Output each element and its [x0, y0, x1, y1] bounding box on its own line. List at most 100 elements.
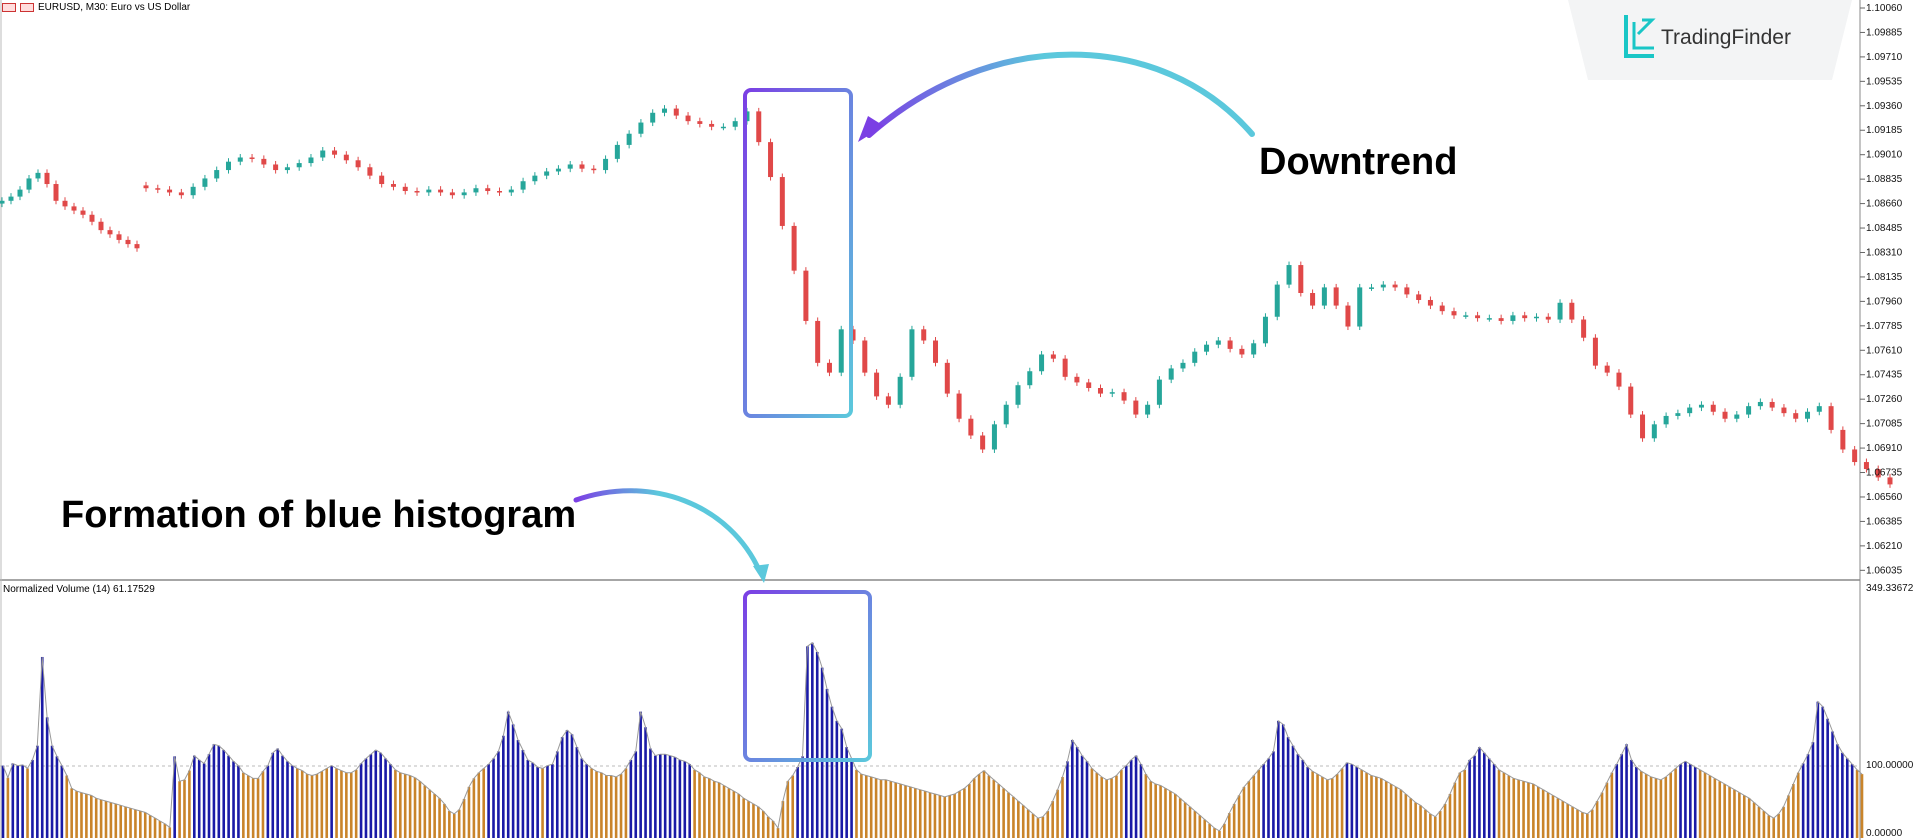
- volume-bar: [963, 788, 966, 838]
- volume-bar: [477, 772, 481, 838]
- candle: [532, 172, 538, 185]
- volume-bar: [359, 763, 363, 838]
- volume-bar: [1419, 805, 1422, 838]
- volume-bar: [178, 781, 181, 838]
- candle: [1852, 445, 1858, 466]
- candle: [402, 183, 408, 195]
- volume-bar: [1129, 759, 1133, 838]
- volume-bar: [869, 776, 873, 838]
- price-axis-tick: 1.06910: [1866, 443, 1903, 454]
- candle: [508, 186, 514, 196]
- volume-bar: [1801, 763, 1805, 838]
- volume-bar: [340, 770, 343, 838]
- volume-bar: [364, 758, 368, 838]
- candle: [62, 197, 68, 210]
- candle: [555, 165, 561, 175]
- volume-bar: [124, 806, 127, 838]
- candle: [17, 186, 23, 201]
- volume-bar: [1703, 772, 1707, 838]
- candle: [367, 163, 373, 180]
- candle: [1333, 283, 1339, 310]
- histogram-highlight-box: [743, 590, 872, 762]
- volume-bar: [997, 784, 1001, 838]
- candle: [909, 325, 915, 381]
- volume-bar: [428, 789, 432, 838]
- volume-bar: [551, 764, 554, 838]
- volume-bar: [452, 813, 456, 838]
- volume-bar: [438, 798, 441, 838]
- volume-bar: [654, 755, 657, 838]
- volume-bar: [1085, 761, 1089, 838]
- volume-bar: [1110, 778, 1113, 838]
- candle: [1227, 337, 1233, 353]
- volume-bar: [1571, 806, 1574, 838]
- candle: [178, 188, 184, 199]
- volume-bar: [1070, 740, 1074, 838]
- volume-bar: [1409, 798, 1413, 838]
- volume-bar: [1478, 747, 1481, 838]
- volume-bar: [1056, 789, 1059, 838]
- volume-bar: [575, 747, 579, 838]
- volume-bar: [418, 781, 422, 838]
- candle: [1380, 281, 1386, 291]
- volume-bar: [943, 796, 947, 838]
- volume-bar: [914, 788, 917, 838]
- volume-bar: [1414, 802, 1417, 838]
- volume-bar: [1242, 786, 1246, 838]
- candle: [0, 197, 5, 208]
- volume-bar: [266, 765, 270, 838]
- volume-bar: [879, 779, 883, 838]
- volume-bar: [1031, 813, 1035, 838]
- volume-bar: [1586, 813, 1589, 838]
- volume-bar: [1061, 776, 1064, 838]
- volume-bar: [820, 667, 824, 838]
- candle: [80, 207, 86, 219]
- volume-bar: [1684, 761, 1687, 838]
- candle: [1581, 316, 1587, 342]
- volume-bar: [776, 828, 780, 838]
- volume-bar: [1855, 769, 1859, 838]
- candle: [885, 392, 891, 409]
- volume-bar: [1463, 769, 1466, 838]
- candle: [261, 155, 267, 168]
- candle: [803, 267, 809, 325]
- volume-bar: [904, 785, 907, 838]
- candle: [1427, 296, 1433, 310]
- volume-bar: [1527, 782, 1530, 838]
- volume-bar: [918, 789, 922, 838]
- candle: [390, 180, 396, 191]
- volume-bar: [1017, 801, 1020, 838]
- volume-bar: [1845, 758, 1849, 838]
- volume-bar: [855, 769, 858, 838]
- candle: [673, 105, 679, 120]
- candle: [579, 160, 585, 173]
- candle: [237, 153, 243, 166]
- candle: [1887, 473, 1893, 488]
- volume-bar: [1394, 786, 1398, 838]
- volume-bar: [242, 772, 245, 838]
- volume-bar: [1370, 775, 1373, 838]
- volume-bar: [1796, 772, 1800, 838]
- volume-bar: [698, 772, 701, 838]
- candle: [1734, 411, 1740, 423]
- volume-bar: [1124, 765, 1128, 838]
- volume-bar: [658, 754, 662, 838]
- volume-bar: [472, 778, 476, 838]
- volume-bar: [982, 770, 986, 838]
- volume-bar: [1767, 815, 1771, 838]
- candle: [1262, 313, 1268, 347]
- volume-bar: [40, 656, 44, 838]
- price-axis-tick: 1.08310: [1866, 247, 1903, 258]
- volume-bar: [1326, 779, 1329, 838]
- volume-bar: [1169, 791, 1172, 838]
- candle: [225, 158, 231, 174]
- downtrend-arrow: [866, 51, 1255, 138]
- volume-bar: [1021, 805, 1025, 838]
- candle: [1616, 369, 1622, 391]
- volume-bar: [55, 756, 59, 838]
- volume-bar: [1679, 764, 1682, 838]
- volume-bar: [1850, 764, 1854, 838]
- volume-bar: [1453, 782, 1457, 838]
- candle: [685, 112, 691, 125]
- volume-bar: [1105, 779, 1108, 838]
